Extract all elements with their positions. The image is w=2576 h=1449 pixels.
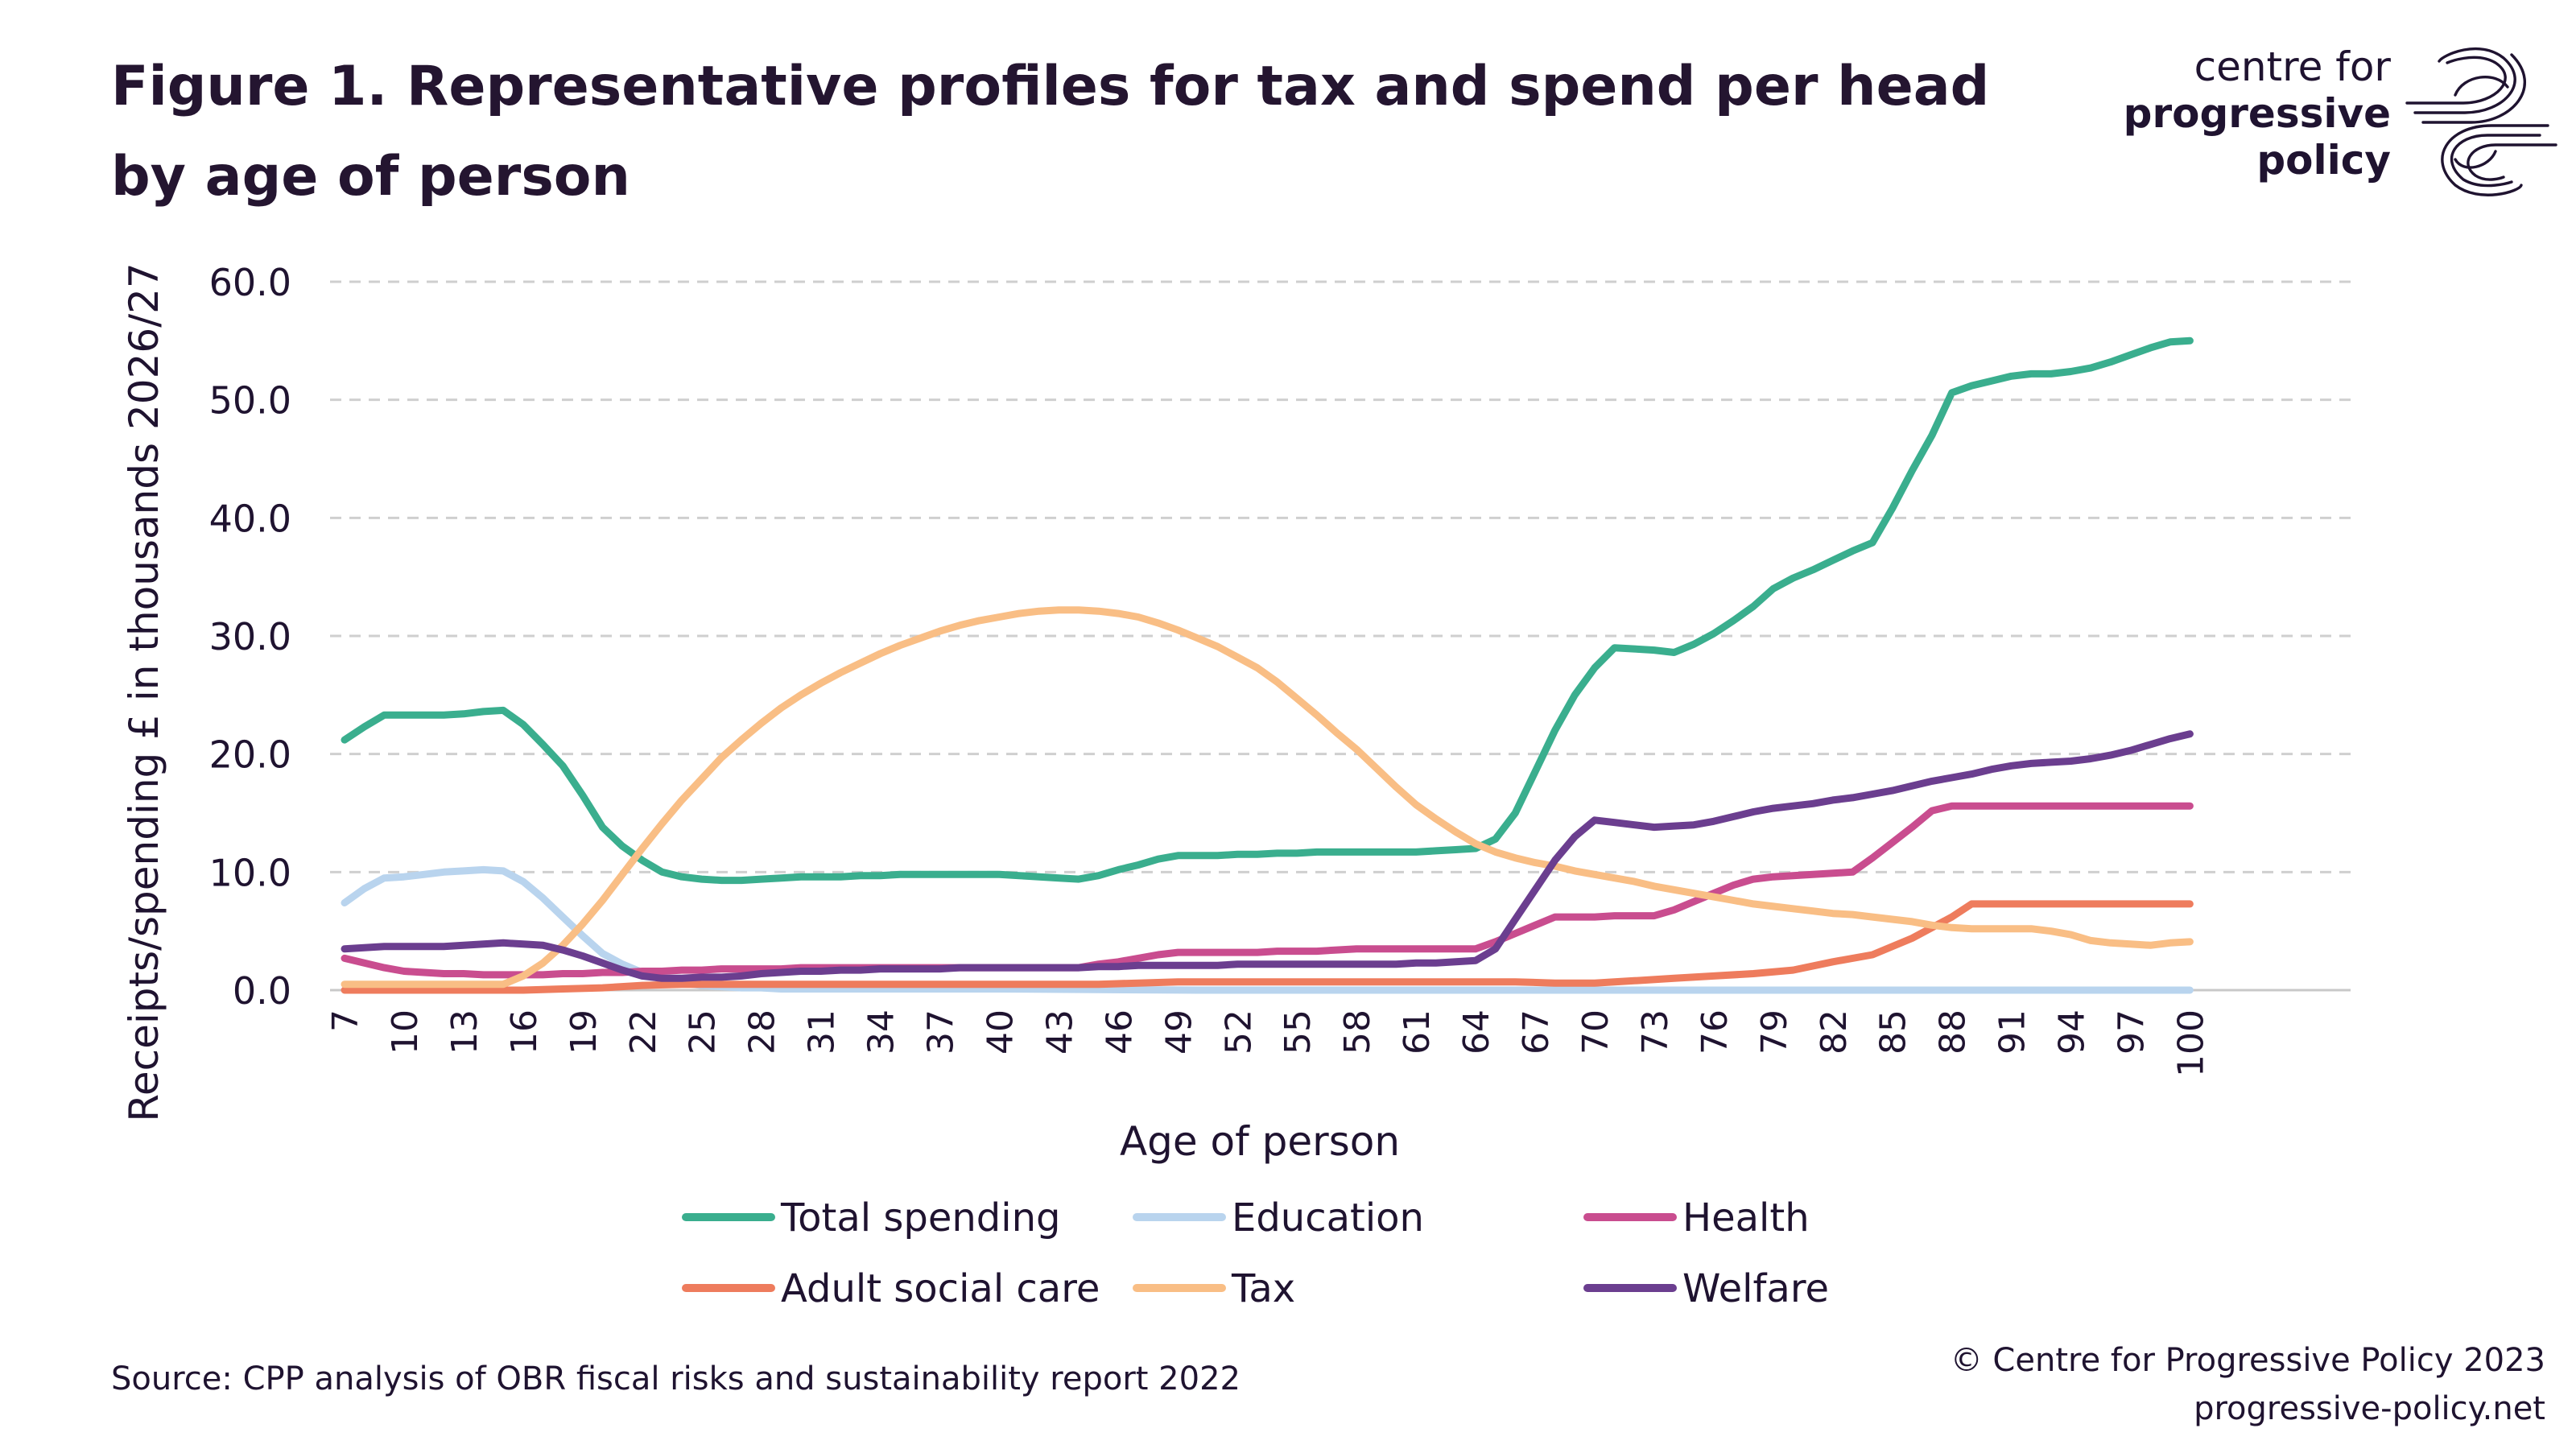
legend-label: Health — [1682, 1195, 1810, 1241]
x-tick-label: 61 — [1397, 1009, 1438, 1055]
x-tick-labels: 7 10 13 16 19 22 25 28 31 34 37 40 43 46 49 52 55 58 61 64 6… — [325, 1009, 2211, 1077]
series-line-total-spending — [341, 336, 2194, 885]
y-tick-label: 0.0 — [233, 969, 291, 1013]
x-tick-label: 55 — [1278, 1009, 1319, 1055]
x-tick-label: 46 — [1099, 1009, 1140, 1055]
y-tick-label: 40.0 — [209, 497, 291, 540]
y-tick-label: 60.0 — [209, 261, 291, 304]
series-line-health — [341, 802, 2194, 979]
x-tick-label: 88 — [1933, 1009, 1974, 1055]
x-tick-label: 7 — [325, 1009, 366, 1032]
y-tick-label: 10.0 — [209, 851, 291, 894]
copyright-text: © Centre for Progressive Policy 2023 — [1950, 1342, 2545, 1379]
x-tick-label: 25 — [683, 1009, 724, 1055]
chart-title: Figure 1. Representative profiles for ta… — [111, 55, 1990, 208]
x-tick-label: 49 — [1158, 1009, 1199, 1055]
x-tick-label: 37 — [921, 1009, 962, 1055]
x-tick-label: 13 — [444, 1009, 485, 1055]
logo-swirl-icon — [2405, 47, 2557, 196]
series-line-welfare — [341, 730, 2194, 982]
series-line-adult-social-care — [341, 900, 2194, 994]
x-tick-label: 34 — [861, 1009, 902, 1055]
legend-label: Education — [1232, 1195, 1424, 1241]
x-tick-label: 67 — [1516, 1009, 1557, 1055]
x-tick-label: 94 — [2052, 1009, 2093, 1055]
x-tick-label: 22 — [623, 1009, 664, 1055]
logo-wordmark: centre for progressive policy — [2124, 43, 2391, 184]
x-tick-label: 91 — [1992, 1009, 2033, 1055]
x-tick-label: 58 — [1337, 1009, 1378, 1055]
x-tick-label: 100 — [2170, 1009, 2211, 1077]
series-lines — [341, 336, 2194, 994]
legend-label: Welfare — [1682, 1266, 1829, 1311]
x-tick-label: 73 — [1635, 1009, 1676, 1055]
y-tick-label: 30.0 — [209, 615, 291, 658]
x-tick-label: 31 — [802, 1009, 843, 1055]
x-tick-label: 10 — [385, 1009, 426, 1055]
x-tick-label: 28 — [742, 1009, 783, 1055]
cpp-logo: centre for progressive policy — [2109, 43, 2560, 204]
x-tick-label: 82 — [1814, 1009, 1855, 1055]
legend-label: Total spending — [780, 1195, 1060, 1241]
legend-label: Adult social care — [781, 1266, 1100, 1311]
logo-line-3: policy — [2256, 137, 2391, 184]
x-tick-label: 19 — [564, 1009, 605, 1055]
logo-line-2: progressive — [2123, 90, 2391, 137]
website-text: progressive-policy.net — [2194, 1390, 2545, 1427]
y-axis-label: Receipts/spending £ in thousands 2026/27 — [121, 262, 167, 1121]
y-tick-label: 50.0 — [209, 379, 291, 423]
x-tick-label: 70 — [1575, 1009, 1616, 1055]
x-tick-label: 76 — [1695, 1009, 1736, 1055]
y-tick-labels: 0.0 10.0 20.0 30.0 40.0 50.0 60.0 — [209, 261, 291, 1013]
x-tick-label: 52 — [1218, 1009, 1259, 1055]
x-tick-label: 85 — [1873, 1009, 1914, 1055]
x-tick-label: 97 — [2112, 1009, 2153, 1055]
legend-label: Tax — [1231, 1266, 1295, 1311]
series-line-tax — [341, 606, 2194, 989]
y-tick-label: 20.0 — [209, 733, 291, 777]
x-tick-label: 43 — [1039, 1009, 1080, 1055]
x-axis-label: Age of person — [1120, 1118, 1400, 1165]
logo-line-1: centre for — [2194, 43, 2391, 90]
legend: Total spending Education Health Adult socia… — [682, 1195, 1829, 1311]
gridlines — [330, 280, 2351, 992]
x-tick-label: 79 — [1754, 1009, 1795, 1055]
x-tick-label: 16 — [504, 1009, 545, 1055]
x-tick-label: 64 — [1456, 1009, 1497, 1055]
source-note: Source: CPP analysis of OBR fiscal risks… — [111, 1360, 1241, 1397]
x-tick-label: 40 — [980, 1009, 1021, 1055]
copyright-block: © Centre for Progressive Policy 2023 pro… — [1951, 1336, 2545, 1433]
